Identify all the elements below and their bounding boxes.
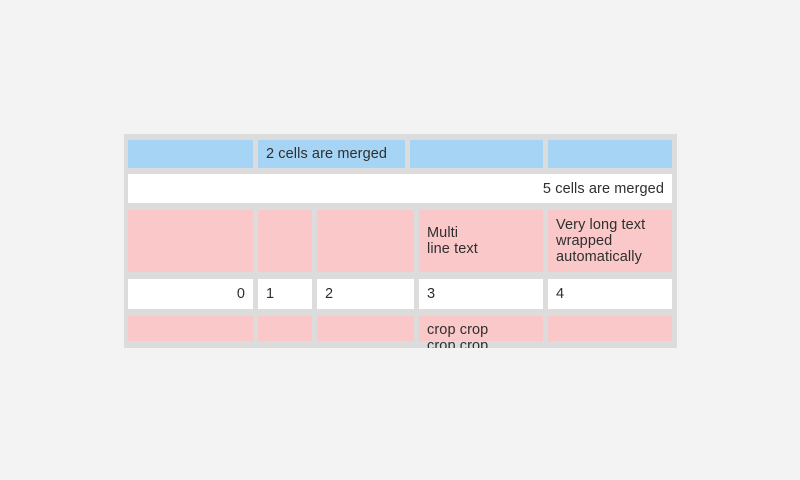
table-cell-r1c4[interactable] — [548, 140, 672, 168]
table-row-2: 5 cells are merged — [128, 174, 677, 203]
table-cell-r4c5[interactable]: 4 — [548, 279, 672, 309]
table-cell-r5c4-cropped[interactable]: crop crop crop crop — [419, 316, 543, 348]
table-row-5: crop crop crop crop — [128, 316, 677, 348]
table-cell-r3c4-multiline[interactable]: Multi line text — [419, 210, 543, 272]
table-cell-r5c3[interactable] — [317, 316, 414, 341]
table-cell-r5c5[interactable] — [548, 316, 672, 341]
table-row-1: 2 cells are merged — [128, 140, 677, 168]
table-cell-r4c4[interactable]: 3 — [419, 279, 543, 309]
table-cell-r3c5-wrapped[interactable]: Very long text wrapped automatically — [548, 210, 672, 272]
table-cell-r5c2[interactable] — [258, 316, 312, 341]
table-widget: 2 cells are merged 5 cells are merged Mu… — [124, 134, 677, 348]
table-cell-r4c1[interactable]: 0 — [128, 279, 253, 309]
table-row-3: Multi line text Very long text wrapped a… — [128, 210, 677, 272]
table-cell-r2c1-merged[interactable]: 5 cells are merged — [128, 174, 672, 203]
table-cell-r3c1[interactable] — [128, 210, 253, 272]
table-cell-r5c1[interactable] — [128, 316, 253, 341]
table-cell-r1c1[interactable] — [128, 140, 253, 168]
table-cell-r3c2[interactable] — [258, 210, 312, 272]
table-cell-r4c2[interactable]: 1 — [258, 279, 312, 309]
table-cell-r1c2-merged[interactable]: 2 cells are merged — [258, 140, 405, 168]
table-cell-r4c3[interactable]: 2 — [317, 279, 414, 309]
table-cell-r1c3[interactable] — [410, 140, 543, 168]
table-row-4: 0 1 2 3 4 — [128, 279, 677, 309]
table-cell-r3c3[interactable] — [317, 210, 414, 272]
